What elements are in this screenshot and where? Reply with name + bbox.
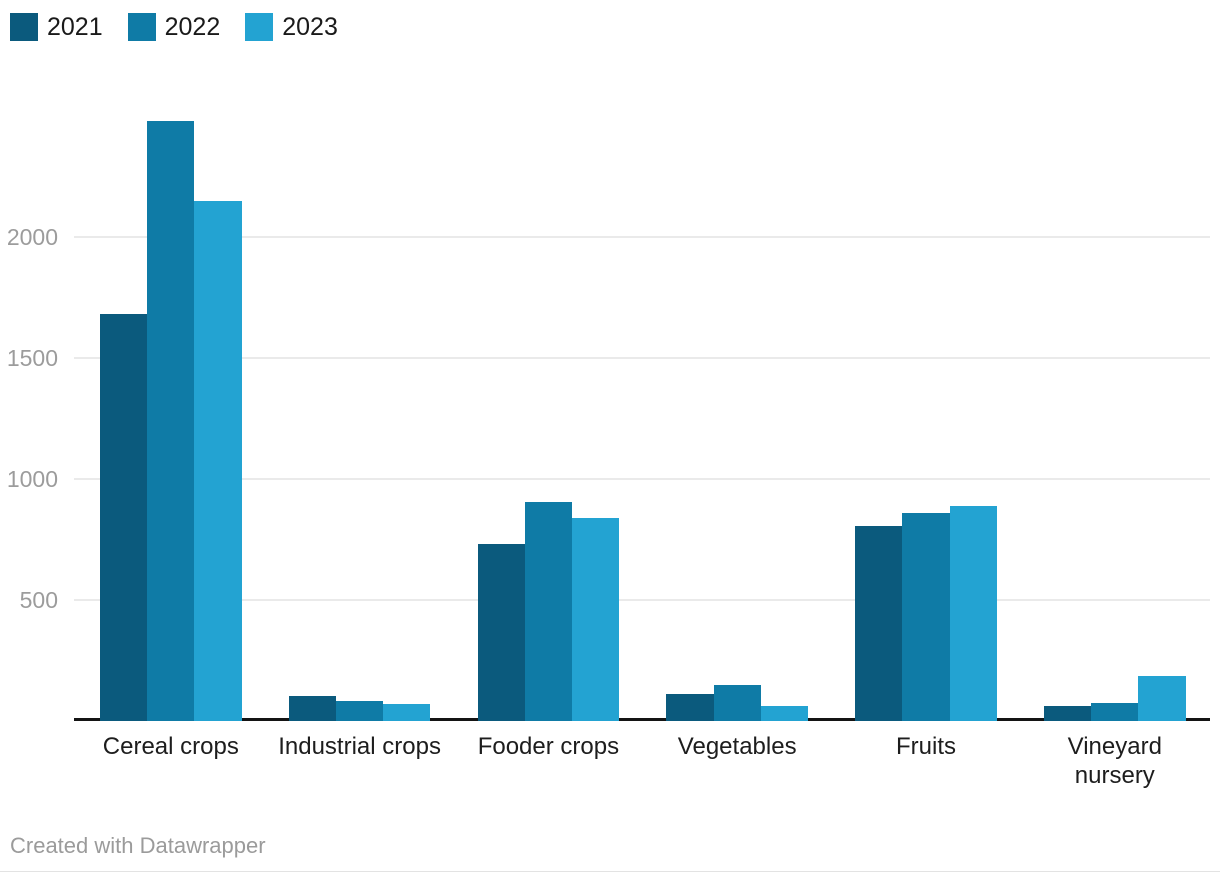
y-tick-label: 1500 bbox=[6, 345, 58, 371]
legend-item-2021: 2021 bbox=[10, 12, 103, 42]
x-category-label-fruits: Fruits bbox=[896, 733, 956, 760]
gridline-1500 bbox=[74, 357, 1210, 359]
bar-cereal-crops-2022[interactable] bbox=[147, 120, 195, 721]
bar-cereal-crops-2023[interactable] bbox=[194, 200, 242, 721]
bar-fooder-crops-2022[interactable] bbox=[524, 501, 572, 721]
legend-label: 2022 bbox=[164, 13, 221, 41]
y-tick-label: 1000 bbox=[6, 466, 58, 492]
gridline-500 bbox=[74, 599, 1210, 601]
bar-fruits-2023[interactable] bbox=[949, 505, 997, 721]
bar-fruits-2021[interactable] bbox=[855, 526, 903, 721]
legend-label: 2021 bbox=[47, 13, 103, 41]
bar-industrial-crops-2021[interactable] bbox=[288, 696, 336, 721]
bar-vegetables-2022[interactable] bbox=[713, 684, 761, 721]
bar-fruits-2022[interactable] bbox=[902, 512, 950, 721]
bar-cereal-crops-2021[interactable] bbox=[100, 314, 148, 721]
x-category-label-vegetables: Vegetables bbox=[677, 733, 797, 760]
x-category-label-cereal-crops: Cereal crops bbox=[102, 733, 239, 760]
bar-fooder-crops-2021[interactable] bbox=[477, 544, 525, 721]
x-category-label-industrial-crops: Industrial crops bbox=[278, 733, 441, 760]
bar-vegetables-2023[interactable] bbox=[760, 705, 808, 721]
y-tick-label: 2000 bbox=[6, 224, 58, 250]
legend-item-2022: 2022 bbox=[127, 12, 221, 42]
gridline-1000 bbox=[74, 478, 1210, 480]
bar-industrial-crops-2022[interactable] bbox=[336, 700, 384, 721]
legend-swatch-2023 bbox=[245, 13, 274, 41]
x-axis-line bbox=[74, 718, 1210, 721]
x-category-label-fooder-crops: Fooder crops bbox=[477, 733, 620, 760]
legend-swatch-2021 bbox=[10, 13, 38, 41]
datawrapper-credit-link[interactable]: Created with Datawrapper bbox=[10, 833, 266, 858]
legend-swatch-2022 bbox=[127, 13, 156, 41]
legend-label: 2023 bbox=[282, 13, 338, 41]
legend: 2021 2022 2023 bbox=[10, 12, 338, 42]
bar-vineyard-nursery-2022[interactable] bbox=[1091, 703, 1139, 721]
bar-fooder-crops-2023[interactable] bbox=[572, 517, 620, 721]
bar-industrial-crops-2023[interactable] bbox=[383, 704, 431, 721]
bar-vineyard-nursery-2023[interactable] bbox=[1138, 676, 1186, 721]
legend-item-2023: 2023 bbox=[245, 12, 338, 42]
x-category-label-vineyard-nursery: Vineyard nursery bbox=[1067, 733, 1162, 789]
bar-vegetables-2021[interactable] bbox=[666, 694, 714, 721]
y-tick-label: 500 bbox=[19, 587, 58, 613]
bar-vineyard-nursery-2021[interactable] bbox=[1044, 705, 1092, 721]
gridline-2000 bbox=[74, 236, 1210, 238]
